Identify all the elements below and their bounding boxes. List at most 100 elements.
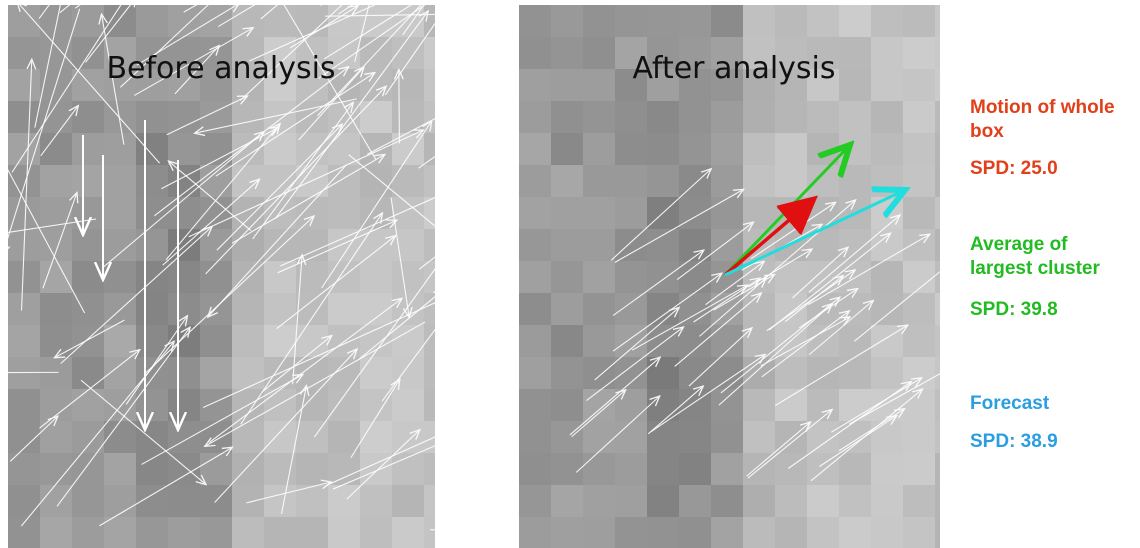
bg-block [8,485,41,518]
bg-block [711,69,744,102]
bg-block [615,485,648,518]
motion-vector [20,59,32,311]
bg-block [72,389,105,422]
motion-vector [849,373,940,425]
bg-block [711,37,744,70]
motion-vector [571,390,626,438]
bg-block [871,133,904,166]
bg-block [392,453,425,486]
bg-block [424,229,435,262]
motion-vector [792,247,849,299]
motion-vector [760,317,850,367]
bg-block [935,485,940,518]
bg-block [264,517,297,548]
motion-vector [612,250,704,317]
bg-block [168,261,201,294]
bg-block [328,197,361,230]
bg-block [72,357,105,390]
bg-block [392,357,425,390]
bg-block [615,197,648,230]
bg-block [583,325,616,358]
bg-block [551,293,584,326]
bg-block [200,389,233,422]
bg-block [424,5,435,38]
bg-block [935,453,940,486]
bg-block [839,325,872,358]
motion-vector [292,255,302,385]
bg-block [839,5,872,38]
bg-block [264,69,297,102]
bg-block [711,517,744,548]
motion-vector [614,189,744,263]
bg-block [8,389,41,422]
bg-block [583,421,616,454]
motion-vector [705,261,765,306]
bg-block [519,101,552,134]
motion-vector [298,67,364,141]
motion-vector [768,233,890,331]
bg-block [839,357,872,390]
bg-block [136,197,169,230]
bg-block [551,357,584,390]
bg-block [935,421,940,454]
motion-vector [174,45,219,95]
bg-block [264,453,297,486]
bg-block [168,133,201,166]
bg-block [711,325,744,358]
bg-block [903,389,936,422]
bg-block [296,165,329,198]
bg-block [551,261,584,294]
bg-block [903,133,936,166]
box-motion-arrow [723,198,815,277]
motion-vector [610,169,711,261]
bg-block [711,101,744,134]
bg-block [551,69,584,102]
bg-block [775,357,808,390]
bg-block [232,357,265,390]
bg-block [775,69,808,102]
bg-block [903,229,936,262]
bg-block [551,421,584,454]
bg-block [615,293,648,326]
bg-block [8,261,41,294]
bg-block [519,37,552,70]
motion-vector [761,311,849,378]
bg-block [679,101,712,134]
motion-vector [80,379,206,484]
bg-block [392,101,425,134]
bg-block [551,101,584,134]
bg-block [647,229,680,262]
motion-vector [261,336,332,393]
bg-block [647,165,680,198]
bg-block [583,69,616,102]
bg-block [743,389,776,422]
legend-item: Motion of whole box SPD: 25.0 [970,96,1140,181]
motion-vector [205,321,426,446]
bg-block [743,485,776,518]
bg-block [807,165,840,198]
bg-block [839,421,872,454]
bg-block [647,69,680,102]
bg-block [328,389,361,422]
bg-block [807,517,840,548]
bg-block [232,165,265,198]
bg-block [232,197,265,230]
bg-block [935,69,940,102]
bg-block [935,389,940,422]
bg-block [551,37,584,70]
bg-block [839,101,872,134]
bg-block [136,261,169,294]
bg-block [168,389,201,422]
motion-vector [188,130,424,238]
bg-block [903,517,936,548]
bg-block [40,485,73,518]
motion-vector [594,307,679,381]
bg-block [615,229,648,262]
bg-block [168,293,201,326]
bg-block [232,389,265,422]
bg-block [104,261,137,294]
bg-block [200,261,233,294]
motion-vector [280,197,435,267]
bg-block [551,517,584,548]
